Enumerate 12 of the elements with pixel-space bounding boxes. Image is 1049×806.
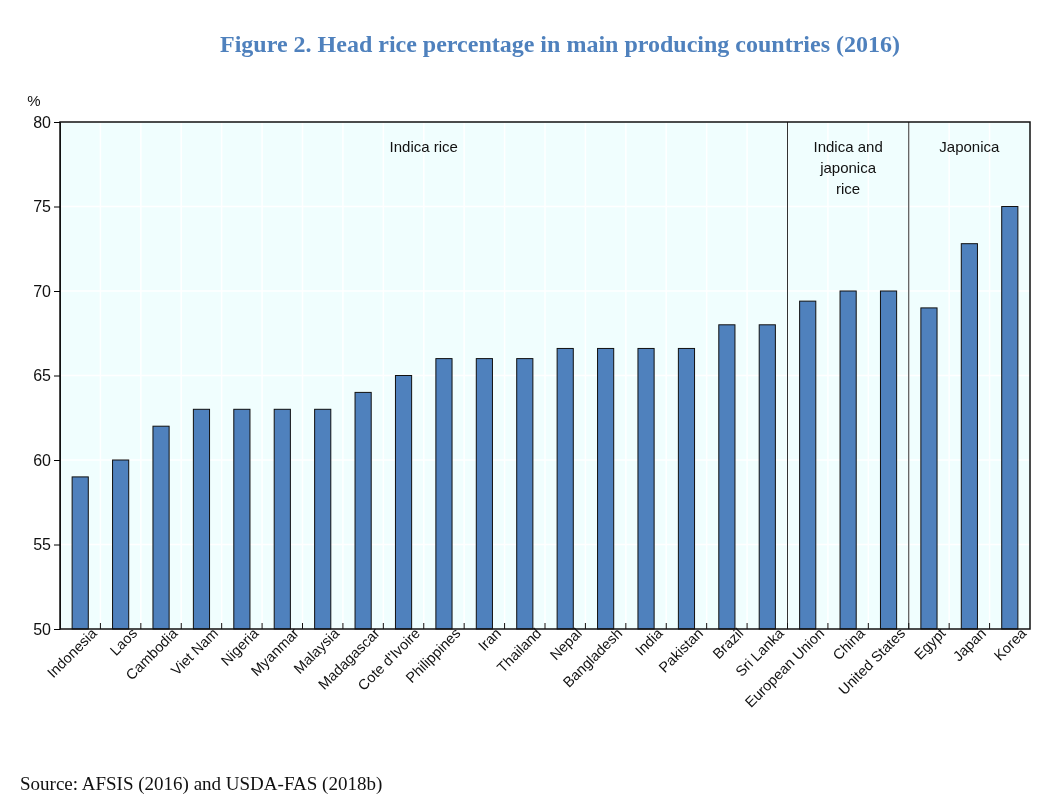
y-tick-label: 80 [33, 113, 52, 131]
y-axis-title: % [27, 92, 41, 109]
annotation: Indica rice [389, 138, 458, 155]
annotation: Indica and japonica rice [813, 138, 883, 197]
y-tick-label: 75 [33, 198, 52, 216]
annotation: Japonica [939, 138, 1001, 155]
y-tick-label: 55 [33, 536, 52, 554]
y-tick-label: 65 [33, 367, 52, 385]
source-note: Source: AFSIS (2016) and USDA-FAS (2018b) [20, 773, 383, 795]
y-tick-label: 60 [33, 451, 52, 469]
chart-title: Figure 2. Head rice percentage in main producing countries (2016) [220, 31, 900, 57]
y-tick-label: 70 [33, 282, 52, 300]
